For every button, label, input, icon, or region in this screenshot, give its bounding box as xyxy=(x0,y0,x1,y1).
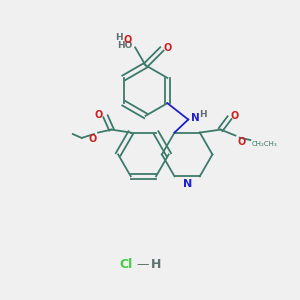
Text: N: N xyxy=(190,113,200,123)
Text: CH₂CH₃: CH₂CH₃ xyxy=(251,141,277,147)
Text: O: O xyxy=(237,137,245,147)
Text: O: O xyxy=(164,43,172,53)
Text: Cl: Cl xyxy=(120,258,133,271)
Text: H: H xyxy=(115,33,123,42)
Text: —: — xyxy=(136,258,149,271)
Text: O: O xyxy=(123,35,132,45)
Text: O: O xyxy=(88,134,96,144)
Text: N: N xyxy=(182,179,192,189)
Text: O: O xyxy=(231,111,239,121)
Text: H: H xyxy=(200,110,207,119)
Text: HO: HO xyxy=(117,41,132,50)
Text: O: O xyxy=(95,110,103,120)
Text: H: H xyxy=(151,258,161,271)
